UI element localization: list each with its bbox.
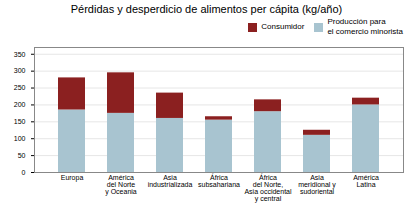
svg-text:100: 100 — [14, 135, 26, 142]
svg-text:Europa: Europa — [61, 174, 84, 182]
svg-text:Américadel Nortey Oceania: Américadel Nortey Oceania — [105, 174, 137, 196]
svg-text:350: 350 — [14, 50, 26, 57]
svg-text:150: 150 — [14, 118, 26, 125]
html-text:Producción para el comercio mi: Producción para el comercio minorista — [327, 17, 403, 36]
html-text:Consumidor: Consumidor — [261, 22, 305, 31]
svg-text:Áfricadel Norte,Asia occidenta: Áfricadel Norte,Asia occidentaly central — [244, 173, 292, 203]
svg-text:0: 0 — [22, 169, 26, 176]
svg-text:Asiaindustrializada: Asiaindustrializada — [148, 174, 193, 188]
svg-text:300: 300 — [14, 67, 26, 74]
svg-text:250: 250 — [14, 84, 26, 91]
html-text:Pérdidas y desperdicio de alim: Pérdidas y desperdicio de alimentos per … — [70, 3, 343, 15]
svg-text:200: 200 — [14, 101, 26, 108]
svg-text:50: 50 — [18, 152, 26, 159]
svg-text:Áfricasubsahariana: Áfricasubsahariana — [198, 173, 240, 188]
svg-text:Asiameridional ysudoriental: Asiameridional ysudoriental — [298, 174, 336, 195]
svg-text:AméricaLatina: AméricaLatina — [353, 174, 379, 188]
